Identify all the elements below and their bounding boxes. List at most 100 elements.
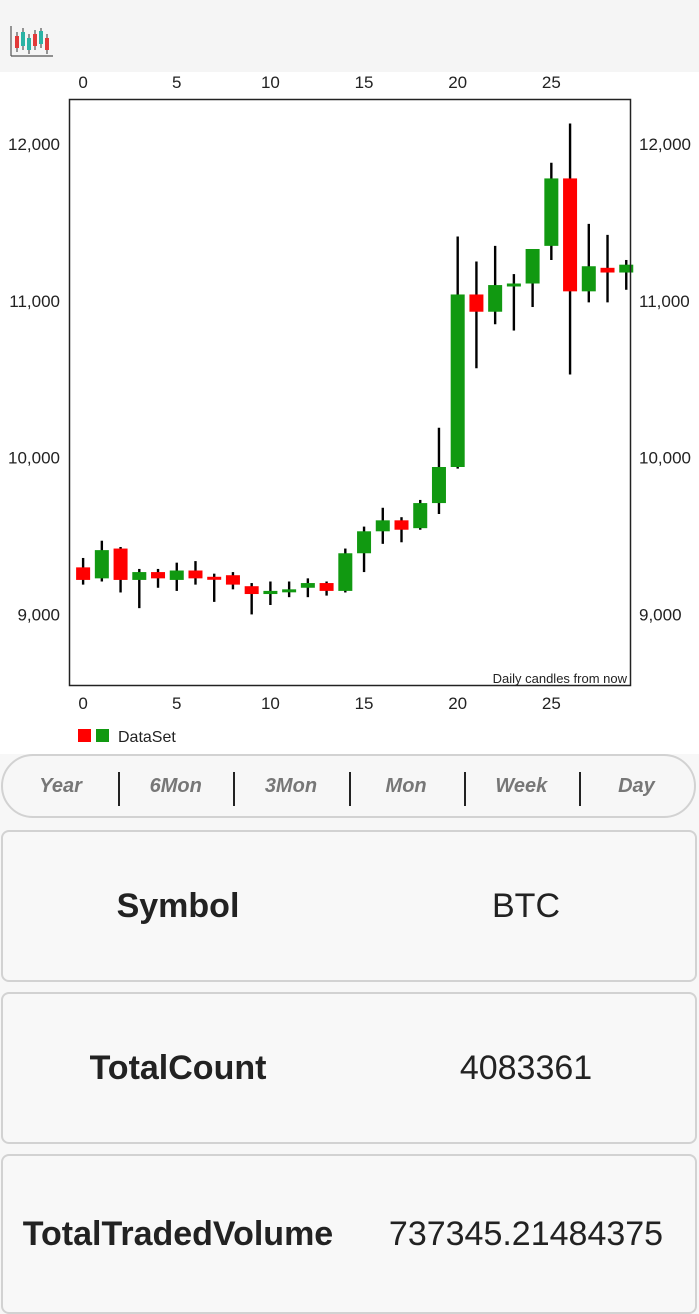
candle-body-increasing: [450, 294, 465, 467]
candle: [263, 581, 278, 606]
x-tick-label-top: 25: [542, 73, 561, 92]
candle-body-decreasing: [563, 178, 578, 292]
candle: [600, 234, 615, 303]
candle-body-increasing: [357, 531, 372, 554]
candle: [113, 546, 128, 593]
candle: [581, 223, 596, 303]
candle: [525, 248, 540, 308]
candle: [319, 581, 334, 596]
candle: [413, 499, 428, 530]
candle: [375, 507, 390, 544]
range-tab-6mon[interactable]: 6Mon: [118, 756, 233, 816]
candle: [151, 568, 166, 588]
candle-body-increasing: [263, 590, 278, 595]
x-tick-label-bottom: 0: [78, 694, 87, 713]
total-count-value: 4083361: [459, 1048, 593, 1087]
x-tick-label-top: 20: [448, 73, 467, 92]
candle-body-increasing: [132, 572, 147, 580]
candle: [76, 557, 91, 585]
legend-swatch-decreasing: [78, 729, 91, 742]
y-tick-label-left: 10,000: [8, 449, 60, 468]
symbol-value: BTC: [492, 886, 560, 925]
candle: [563, 123, 578, 375]
y-tick-label-right: 11,000: [639, 292, 690, 311]
candle-body-decreasing: [151, 572, 166, 579]
candle: [431, 427, 446, 515]
x-tick-label-top: 15: [355, 73, 374, 92]
total-traded-volume-card: TotalTradedVolume 737345.21484375: [1, 1154, 697, 1314]
legend-swatch-increasing: [96, 729, 109, 742]
x-tick-label-bottom: 20: [448, 694, 467, 713]
candle: [544, 162, 559, 260]
candle-body-decreasing: [394, 520, 409, 530]
candle-body-decreasing: [76, 567, 91, 580]
candle: [94, 540, 109, 582]
y-tick-label-right: 10,000: [639, 449, 691, 468]
x-tick-label-top: 0: [78, 73, 87, 92]
candle-body-increasing: [488, 285, 503, 312]
candlestick-chart-icon[interactable]: [10, 24, 54, 58]
candle-body-decreasing: [319, 583, 334, 591]
candle: [394, 517, 409, 543]
range-tab-day[interactable]: Day: [578, 756, 694, 816]
candle: [244, 583, 259, 615]
chart-legend: DataSet: [78, 729, 176, 746]
y-tick-label-right: 9,000: [639, 605, 682, 624]
app-bar: [0, 0, 699, 72]
x-tick-label-bottom: 15: [355, 694, 374, 713]
symbol-card: Symbol BTC: [1, 830, 697, 982]
candle-body-decreasing: [113, 548, 128, 580]
x-tick-label-bottom: 25: [542, 694, 561, 713]
candle-body-decreasing: [225, 575, 240, 585]
chart-description: Daily candles from now: [493, 671, 628, 686]
total-count-card: TotalCount 4083361: [1, 992, 697, 1144]
candle-body-increasing: [300, 583, 315, 588]
candle-body-decreasing: [207, 576, 222, 580]
total-traded-volume-value: 737345.21484375: [388, 1214, 664, 1253]
candle-body-increasing: [338, 553, 353, 591]
candle-body-increasing: [544, 178, 559, 246]
candle: [282, 581, 297, 598]
candle: [132, 568, 147, 609]
range-tab-week[interactable]: Week: [463, 756, 579, 816]
candle-body-decreasing: [244, 586, 259, 595]
total-count-label: TotalCount: [89, 1048, 267, 1087]
candle: [469, 261, 484, 369]
x-tick-label-bottom: 5: [172, 694, 181, 713]
candle: [300, 578, 315, 598]
total-traded-volume-label: TotalTradedVolume: [22, 1214, 334, 1253]
legend-label: DataSet: [118, 729, 176, 746]
candle: [225, 572, 240, 590]
symbol-label: Symbol: [116, 886, 240, 925]
candle: [169, 562, 184, 591]
candle: [357, 526, 372, 573]
candle-body-increasing: [619, 264, 634, 273]
x-tick-label-top: 10: [261, 73, 280, 92]
range-tab-mon[interactable]: Mon: [348, 756, 464, 816]
candle: [488, 245, 503, 325]
x-tick-label-top: 5: [172, 73, 181, 92]
candle-body-increasing: [506, 283, 521, 287]
y-tick-label-right: 12,000: [639, 135, 691, 154]
candle-body-decreasing: [600, 267, 615, 273]
candlestick-chart[interactable]: 0 5 10 15 20 25 0 5 10 15 20 25 12,000 11,000 10,000…: [0, 72, 699, 754]
candle-body-decreasing: [188, 570, 203, 579]
candle-body-increasing: [581, 266, 596, 292]
candle-body-increasing: [94, 550, 109, 579]
candle-body-increasing: [282, 589, 297, 593]
chart-canvas[interactable]: 0 5 10 15 20 25 0 5 10 15 20 25 12,000 11,000 10,000…: [0, 72, 699, 754]
range-tab-3mon[interactable]: 3Mon: [233, 756, 348, 816]
y-tick-label-left: 9,000: [17, 605, 60, 624]
candle: [338, 548, 353, 593]
range-tab-year[interactable]: Year: [39, 774, 82, 797]
candle: [188, 561, 203, 585]
y-tick-label-left: 11,000: [9, 292, 60, 311]
candle: [506, 274, 521, 331]
y-tick-label-left: 12,000: [8, 135, 60, 154]
candle-body-increasing: [413, 503, 428, 529]
candle: [619, 259, 634, 290]
candle-body-increasing: [431, 466, 446, 504]
candle: [450, 236, 465, 469]
candle-body-increasing: [169, 570, 184, 580]
x-tick-label-bottom: 10: [261, 694, 280, 713]
